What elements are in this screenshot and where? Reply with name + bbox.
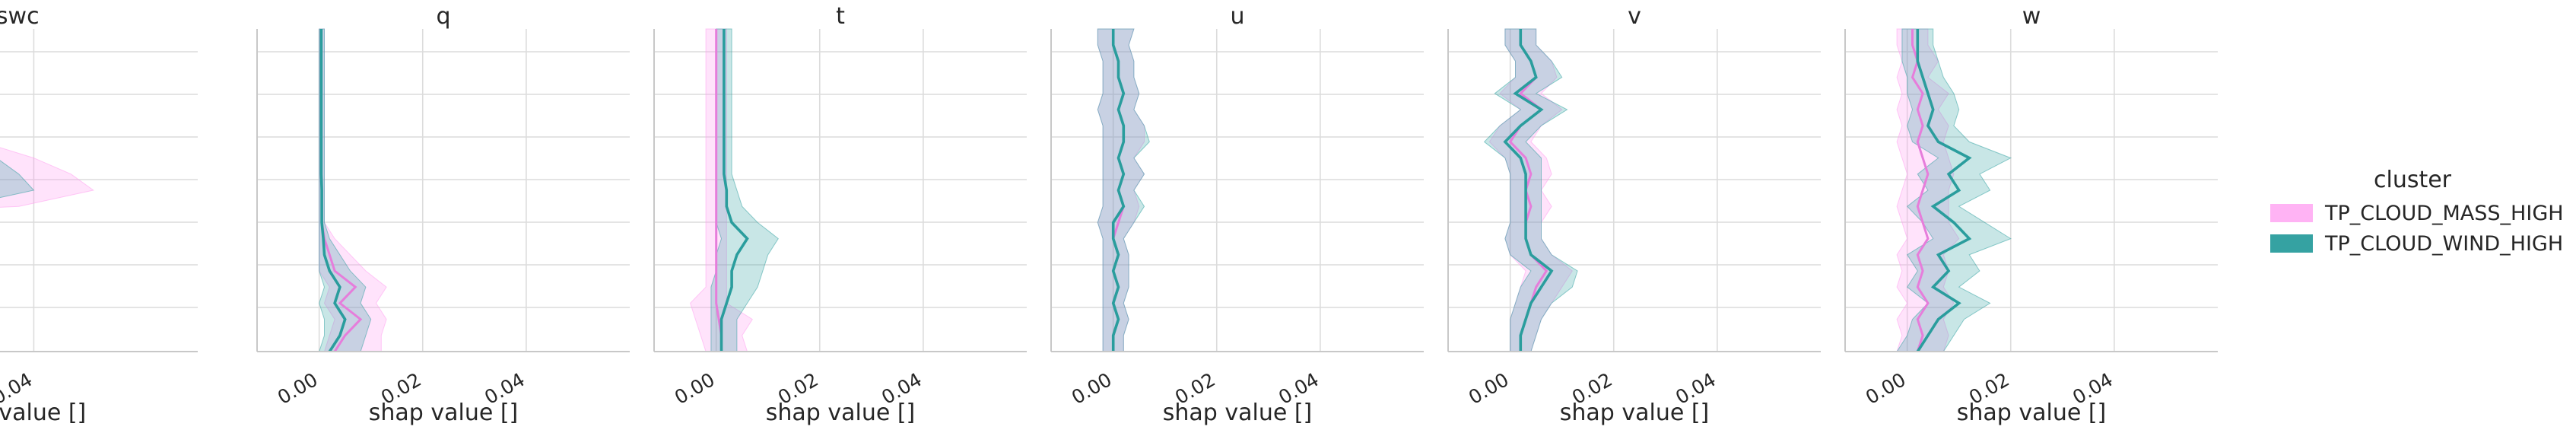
line-wind-w (1916, 29, 1972, 352)
panel-title-w: w (2022, 3, 2041, 30)
panel-q (257, 28, 630, 352)
xtick-label-t-0: 0.00 (671, 368, 719, 409)
panels-layer: 0.000.020.04cswcshap value []0.000.020.0… (0, 3, 2218, 426)
band-wind-w (1896, 28, 2012, 352)
panel-v (1448, 28, 1821, 352)
panel-title-u: u (1230, 3, 1244, 30)
legend-label-wind: TP_CLOUD_WIND_HIGH (2324, 232, 2563, 256)
panel-title-q: q (436, 3, 450, 30)
band-wind-cswc (0, 160, 35, 199)
panel-w (1845, 28, 2218, 352)
line-mass-w (1911, 29, 1930, 352)
legend-label-mass: TP_CLOUD_MASS_HIGH (2324, 202, 2564, 225)
x-axis-label-v: shap value [] (1560, 400, 1710, 426)
band-wind-t (710, 28, 779, 352)
x-axis-label-u: shap value [] (1163, 400, 1313, 426)
legend-title: cluster (2374, 167, 2452, 193)
panel-title-t: t (836, 3, 845, 30)
panel-t (654, 28, 1027, 352)
panel-title-v: v (1628, 3, 1641, 30)
xtick-label-q-0: 0.00 (274, 368, 322, 409)
x-axis-label-w: shap value [] (1957, 400, 2107, 426)
x-axis-label-cswc: shap value [] (0, 400, 86, 426)
x-axis-label-q: shap value [] (369, 400, 519, 426)
panel-u (1051, 28, 1424, 352)
band-wind-u (1097, 28, 1150, 352)
band-mass-t (690, 28, 753, 352)
line-wind-u (1111, 29, 1126, 352)
line-wind-t (719, 29, 749, 352)
line-mass-t (715, 29, 723, 352)
panel-cswc (0, 29, 198, 352)
line-wind-q (319, 29, 347, 352)
legend: cluster TP_CLOUD_MASS_HIGH TP_CLOUD_WIND… (2270, 167, 2564, 256)
legend-swatch-wind (2270, 234, 2313, 253)
xtick-label-v-0: 0.00 (1465, 368, 1513, 409)
band-wind-v (1483, 28, 1578, 352)
legend-swatch-mass (2270, 204, 2313, 222)
line-wind-v (1503, 29, 1554, 352)
xtick-label-u-0: 0.00 (1068, 368, 1116, 409)
x-axis-label-t: shap value [] (766, 400, 916, 426)
xtick-label-w-0: 0.00 (1862, 368, 1910, 409)
band-wind-q (319, 28, 372, 352)
panel-title-cswc: cswc (0, 3, 40, 30)
